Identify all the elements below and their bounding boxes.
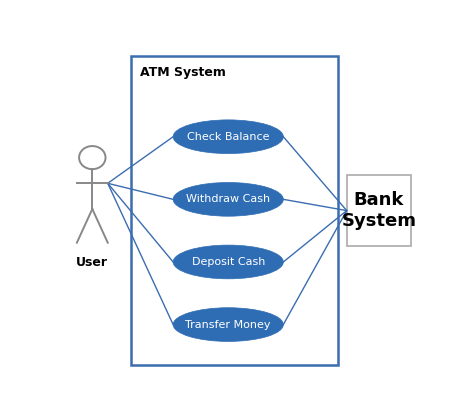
Text: Check Balance: Check Balance — [187, 132, 270, 142]
Text: Bank
System: Bank System — [341, 191, 416, 230]
Ellipse shape — [173, 308, 283, 342]
Text: Transfer Money: Transfer Money — [185, 319, 271, 329]
Ellipse shape — [173, 245, 283, 279]
Text: User: User — [76, 256, 109, 269]
Text: Withdraw Cash: Withdraw Cash — [186, 194, 270, 204]
Ellipse shape — [173, 183, 283, 216]
Ellipse shape — [173, 120, 283, 153]
FancyBboxPatch shape — [346, 175, 411, 246]
Text: ATM System: ATM System — [140, 66, 226, 79]
Text: Deposit Cash: Deposit Cash — [191, 257, 265, 267]
FancyBboxPatch shape — [131, 56, 338, 365]
